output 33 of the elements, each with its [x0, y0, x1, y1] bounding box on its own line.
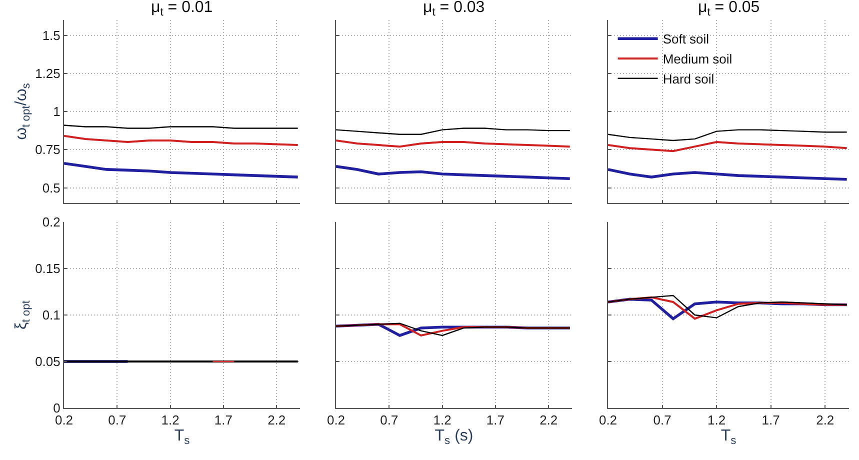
- x-tick-label: 2.2: [816, 412, 834, 428]
- x-tick-label: 0.2: [326, 412, 346, 428]
- x-tick-label: 1.7: [214, 412, 232, 428]
- x-tick-label: 2.2: [540, 412, 558, 428]
- x-tick-label: 0.2: [598, 412, 618, 428]
- chart-title: μ$_{t}$ = 0.01: [151, 0, 213, 18]
- y-tick-label: 0.15: [35, 261, 60, 276]
- x-axis-title: T$_{s}$ (s): [434, 428, 474, 447]
- x-tick-label: 1.2: [161, 412, 180, 428]
- legend-label: Soft soil: [662, 32, 710, 47]
- y-tick-label: 0.1: [42, 308, 60, 323]
- y-tick-label: 0.05: [35, 354, 60, 370]
- chart-title: μ$_{t}$ = 0.03: [423, 0, 485, 18]
- x-axis-title: T$_{s}$: [720, 428, 737, 447]
- legend-label: Hard soil: [662, 71, 714, 86]
- x-tick-label: 1.7: [486, 412, 504, 428]
- y-tick-label: 1.5: [42, 28, 60, 43]
- y-tick-label: 1: [53, 104, 60, 120]
- x-tick-label: 1.7: [762, 412, 780, 428]
- x-tick-label: 1.2: [433, 412, 452, 428]
- x-tick-label: 0.7: [108, 412, 126, 428]
- legend-label: Medium soil: [662, 52, 732, 67]
- y-tick-label: 0.5: [42, 180, 60, 196]
- x-tick-label: 2.2: [268, 412, 286, 428]
- x-tick-label: 0.7: [380, 412, 398, 428]
- chart-title: μ$_{t}$ = 0.05: [698, 0, 760, 18]
- x-axis-title: T$_{s}$: [174, 428, 190, 447]
- y-tick-label: 0: [53, 400, 60, 416]
- y-tick-label: 0.2: [42, 214, 60, 230]
- y-tick-label: 1.25: [35, 66, 60, 81]
- x-tick-label: 1.2: [708, 412, 726, 428]
- x-tick-label: 0.7: [653, 412, 672, 428]
- y-tick-label: 0.75: [35, 142, 60, 158]
